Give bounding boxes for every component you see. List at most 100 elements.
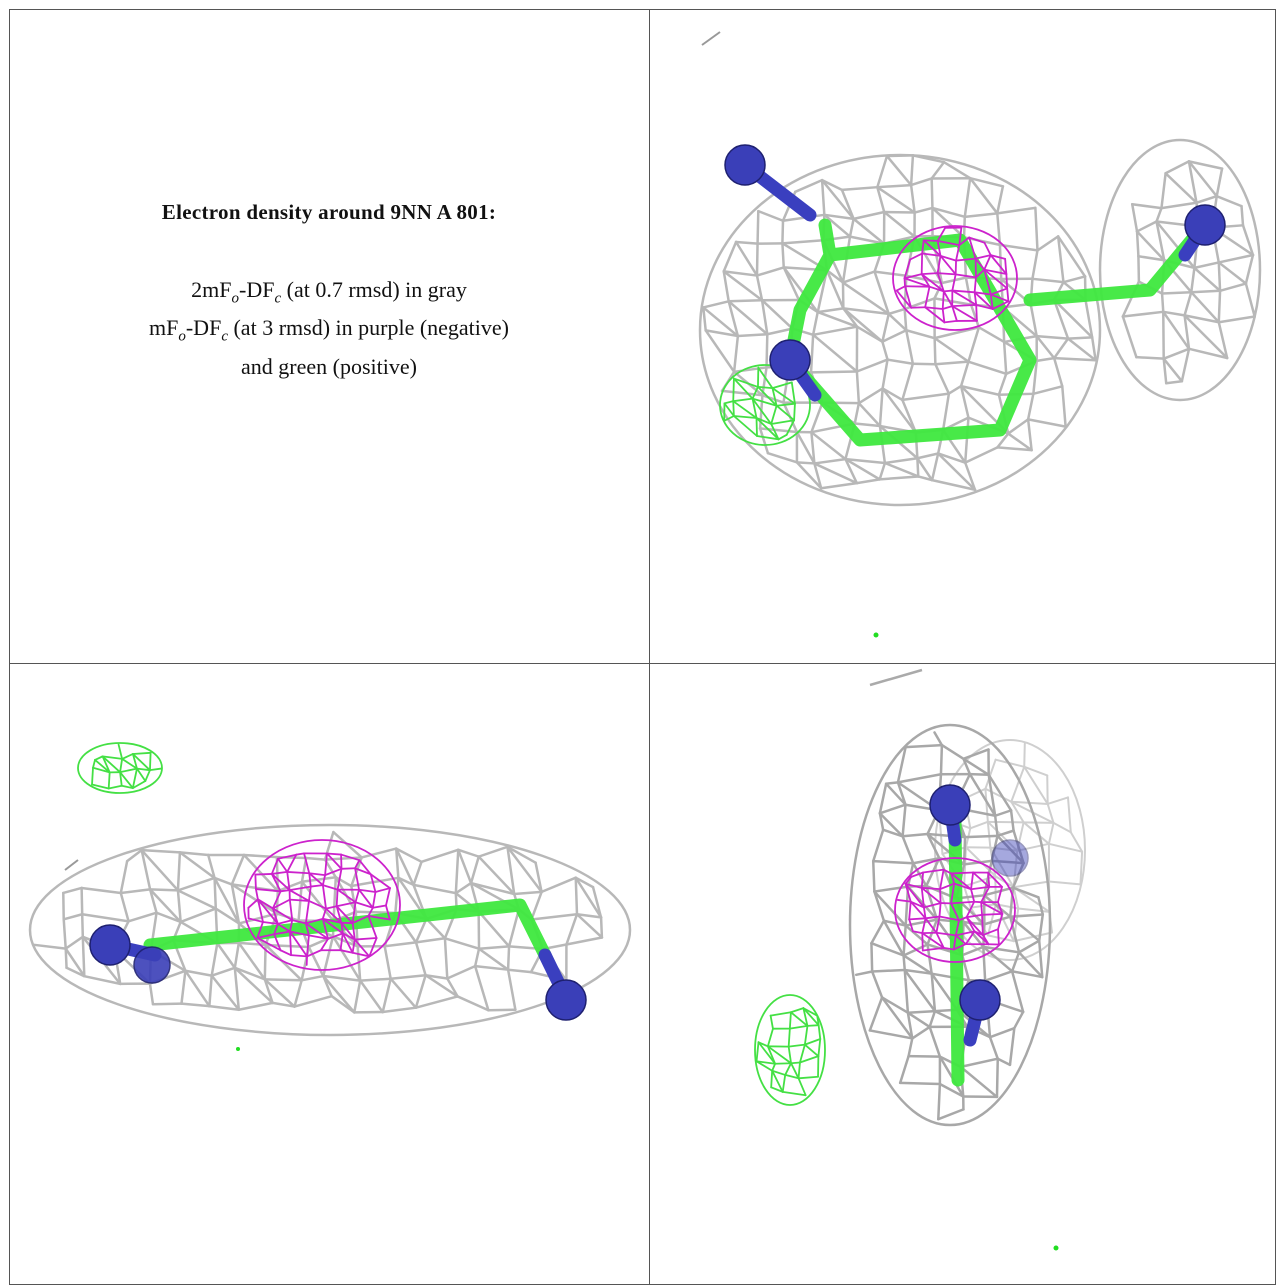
mesh-edge [989,254,1008,275]
mesh-edge [987,871,1003,888]
mesh-edge [1162,310,1186,317]
mesh-edge [381,977,392,1014]
mesh-edge [882,919,905,957]
mesh-edge [942,160,972,180]
mesh-edge [732,415,758,437]
mesh-edge [1162,357,1184,383]
mesh-edge [811,325,859,337]
mesh-edge [279,889,291,893]
mesh-edge [271,1001,296,1008]
mesh-edge [813,457,847,465]
mesh-edge [263,978,303,982]
mesh-edge [916,457,920,478]
mesh-edge [844,457,887,465]
mesh-edge [757,1041,776,1065]
mesh-edge [1035,356,1056,363]
mesh-outline [754,994,826,1106]
mesh-edge [477,945,511,950]
mesh-edge [214,907,241,925]
mesh-edge [896,745,907,784]
mesh-edge [1031,277,1065,284]
mesh-edge [793,402,796,422]
mesh-edge [353,979,362,1014]
mesh-edge [412,883,458,895]
mesh-edge [1037,896,1045,916]
mesh-edge [107,771,111,790]
mesh-edge [178,851,210,857]
mesh-edge [848,235,886,245]
mesh-edge [230,853,246,886]
mesh-edge [878,782,888,815]
mesh-edge [903,277,906,288]
mesh-edge [469,881,516,896]
mesh-edge [996,185,1005,215]
mesh-edge [1121,310,1165,318]
mesh-edge [473,964,490,1012]
mesh-edge [924,285,931,309]
mesh-edge [769,1011,792,1017]
mesh-edge [233,966,274,1005]
mesh-edge [908,918,914,933]
mesh-edge [1052,298,1070,340]
mesh-edge [270,873,282,893]
density-renders [28,31,1262,1251]
mesh-edge [981,934,990,946]
mesh-edge [933,281,944,300]
mesh-edge [873,270,908,278]
mesh-edge [1183,314,1191,351]
mesh-edge [997,901,1004,915]
stray-bond [869,668,923,687]
mesh-edge [293,979,303,1008]
mesh-edge [322,974,356,1014]
mesh-edge [904,328,915,365]
mesh-edge [903,968,933,975]
mesh-edge [320,937,329,952]
mesh-edge [936,272,945,293]
mesh-edge [389,977,418,1009]
mesh-edge [446,964,477,980]
mesh-edge [1164,379,1184,385]
mesh-edge [755,1060,776,1065]
gray-mesh [698,153,1102,507]
mesh-edge [938,902,942,918]
mesh-edge [1008,1026,1016,1067]
mesh-edge [360,847,398,859]
green-dot [236,1047,240,1051]
mesh-edge [512,890,543,896]
mesh-edge [140,848,152,891]
mesh-edge [412,860,423,887]
mesh-edge [968,176,999,215]
mesh-outline [848,723,1052,1127]
mesh-edge [367,915,378,939]
mesh-edge [120,784,134,790]
mesh-edge [256,921,264,939]
mesh-edge [288,898,294,922]
mesh-edge [276,919,294,925]
mesh-edge [233,966,241,1011]
mesh-edge [1155,220,1166,262]
mesh-edge [951,305,978,322]
mesh-edge [1164,172,1198,205]
mesh-edge [942,290,954,308]
carbon-chain [143,898,552,962]
subscript: c [274,290,282,307]
mesh-edge [781,242,786,269]
mesh-edge [1052,356,1064,388]
mesh-edge [751,397,773,425]
mesh-edge [300,974,325,982]
mesh-edge [1135,220,1158,233]
mesh-edge [230,883,241,925]
mesh-edge [758,427,799,434]
mesh-edge [951,289,976,294]
mesh-edge [256,898,279,925]
mesh-edge [732,377,735,403]
mesh-edge [340,867,356,870]
mesh-edge [871,859,915,865]
mesh-edge [986,820,992,849]
mesh-edge [788,1024,809,1030]
caption: Electron density around 9NN A 801: 2mFo-… [10,200,648,381]
mesh-edge [91,783,110,790]
green-dot [1053,1245,1059,1251]
mesh-edge [787,1027,791,1048]
